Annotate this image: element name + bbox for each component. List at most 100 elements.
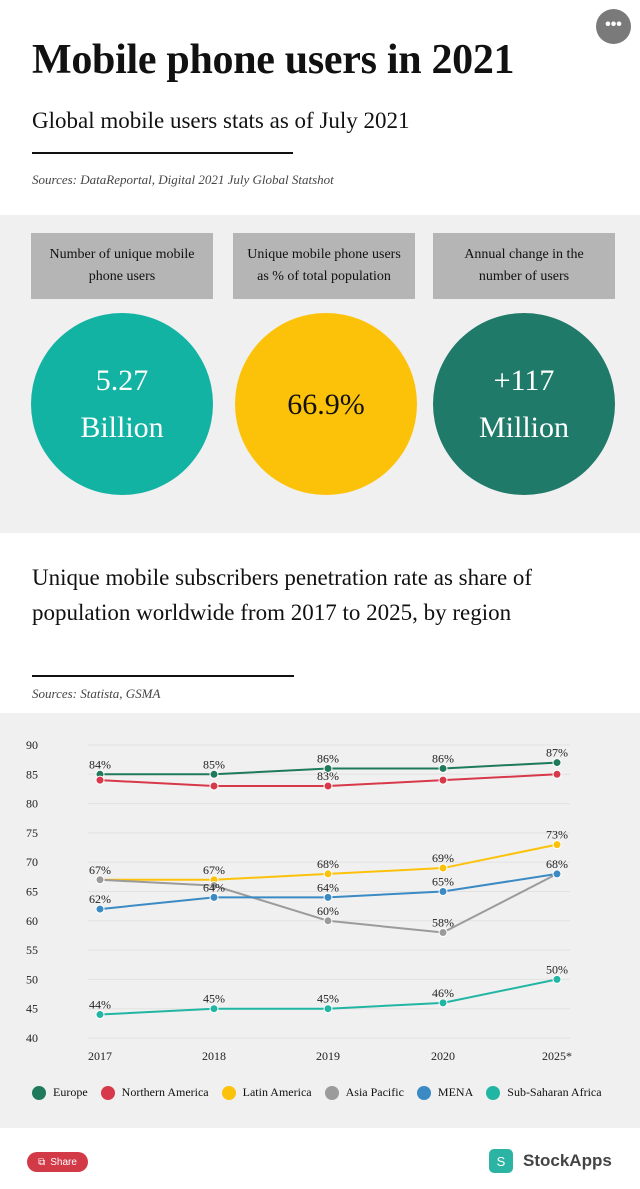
divider <box>32 152 293 154</box>
stat-label-users: Number of unique mobile phone users <box>31 233 213 299</box>
legend-item: Sub-Saharan Africa <box>486 1085 602 1100</box>
y-tick-label: 70 <box>26 855 38 869</box>
legend-swatch <box>100 1085 115 1100</box>
data-point <box>323 916 333 926</box>
x-tick-label: 2018 <box>202 1049 226 1063</box>
stat-label-annual-change: Annual change in the number of users <box>433 233 615 299</box>
data-label: 87% <box>546 746 568 760</box>
data-label: 46% <box>432 986 454 1000</box>
legend-label: MENA <box>437 1085 474 1099</box>
legend-item: Northern America <box>100 1085 209 1100</box>
data-label: 45% <box>203 992 225 1006</box>
data-point <box>209 769 219 779</box>
data-point <box>209 881 219 891</box>
y-tick-label: 85 <box>26 767 38 781</box>
data-label: 83% <box>317 769 339 783</box>
data-label: 67% <box>89 863 111 877</box>
data-label: 69% <box>432 851 454 865</box>
stats-source: Sources: DataReportal, Digital 2021 July… <box>32 172 334 187</box>
footer <box>0 1128 640 1189</box>
stat-circle-penetration: 66.9% <box>235 313 417 495</box>
legend-swatch <box>32 1085 46 1100</box>
legend-label: Latin America <box>242 1085 312 1099</box>
y-tick-label: 40 <box>26 1031 38 1045</box>
data-label: 73% <box>546 828 568 842</box>
data-label: 44% <box>89 998 111 1012</box>
data-point <box>438 998 448 1008</box>
data-point <box>552 869 562 879</box>
legend-label: Europe <box>53 1085 88 1099</box>
data-label: 65% <box>432 875 454 889</box>
data-point <box>552 840 562 850</box>
stat-value-line2: Million <box>478 411 569 444</box>
stockapps-logo-icon: S <box>489 1149 513 1173</box>
x-tick-label: 2017 <box>88 1049 112 1063</box>
legend-label: Northern America <box>121 1085 209 1099</box>
legend-item: MENA <box>416 1085 474 1100</box>
data-label: 68% <box>546 857 568 871</box>
data-point <box>438 763 448 773</box>
brand-name: StockApps <box>523 1151 612 1170</box>
chart-legend: Europe Northern America Latin America Asia … <box>32 1085 602 1100</box>
data-point <box>323 892 333 902</box>
data-label: 64% <box>317 880 339 894</box>
y-tick-label: 65 <box>26 885 38 899</box>
data-label: 85% <box>203 757 225 771</box>
share-label: Share <box>50 1156 77 1168</box>
legend-item: Asia Pacific <box>324 1085 404 1100</box>
data-point <box>438 775 448 785</box>
page-subtitle: Global mobile users stats as of July 202… <box>32 108 410 133</box>
data-point <box>323 781 333 791</box>
share-button[interactable]: ⧉ Share <box>27 1152 88 1172</box>
y-tick-label: 60 <box>26 914 38 928</box>
share-icon: ⧉ <box>38 1156 46 1168</box>
legend-swatch <box>486 1085 501 1100</box>
data-label: 50% <box>546 962 568 976</box>
data-point <box>552 758 562 768</box>
legend-item: Europe <box>32 1085 88 1100</box>
stat-label-penetration: Unique mobile phone users as % of total … <box>233 233 415 299</box>
more-options-button[interactable]: ••• <box>596 9 631 44</box>
legend-swatch <box>416 1085 431 1100</box>
data-point <box>438 928 448 938</box>
data-point <box>95 775 105 785</box>
data-point <box>438 887 448 896</box>
x-tick-label: 2020 <box>431 1049 455 1063</box>
y-tick-label: 55 <box>26 943 38 957</box>
legend-swatch <box>221 1085 236 1100</box>
data-label: 68% <box>317 857 339 871</box>
stat-value-line1: 66.9% <box>287 387 365 421</box>
data-label: 67% <box>203 863 225 877</box>
y-tick-label: 80 <box>26 797 38 811</box>
data-label: 58% <box>432 916 454 930</box>
data-point <box>95 875 105 885</box>
data-point <box>95 1010 105 1020</box>
x-tick-label: 2025* <box>542 1049 572 1063</box>
data-point <box>95 904 105 914</box>
data-label: 62% <box>89 892 111 906</box>
stat-value-line1: +117 <box>493 364 555 397</box>
chart-title: Unique mobile subscribers penetration ra… <box>32 565 533 625</box>
data-point <box>552 974 562 984</box>
data-point <box>438 863 448 873</box>
data-label: 86% <box>317 751 339 765</box>
divider <box>32 675 294 677</box>
stat-circle-annual-change: +117 Million <box>433 313 615 495</box>
data-point <box>209 892 219 902</box>
data-label: 60% <box>317 904 339 918</box>
data-point <box>552 769 562 779</box>
y-tick-label: 75 <box>26 826 38 840</box>
brand[interactable]: S StockApps <box>489 1149 612 1173</box>
legend-item: Latin America <box>221 1085 312 1100</box>
stat-value-line2: Billion <box>80 411 164 444</box>
line-chart: 40 45 50 55 60 65 70 75 80 85 90 2017 2018 2019 2020 20… <box>26 738 572 1063</box>
legend-label: Asia Pacific <box>345 1085 404 1099</box>
chart-source: Sources: Statista, GSMA <box>32 686 161 701</box>
data-point <box>323 1004 333 1014</box>
data-label: 64% <box>203 880 225 894</box>
stat-value-line1: 5.27 <box>95 364 149 397</box>
legend-label: Sub-Saharan Africa <box>507 1085 602 1099</box>
y-tick-label: 45 <box>26 1002 38 1016</box>
data-label: 84% <box>89 757 111 771</box>
data-point <box>323 763 333 773</box>
